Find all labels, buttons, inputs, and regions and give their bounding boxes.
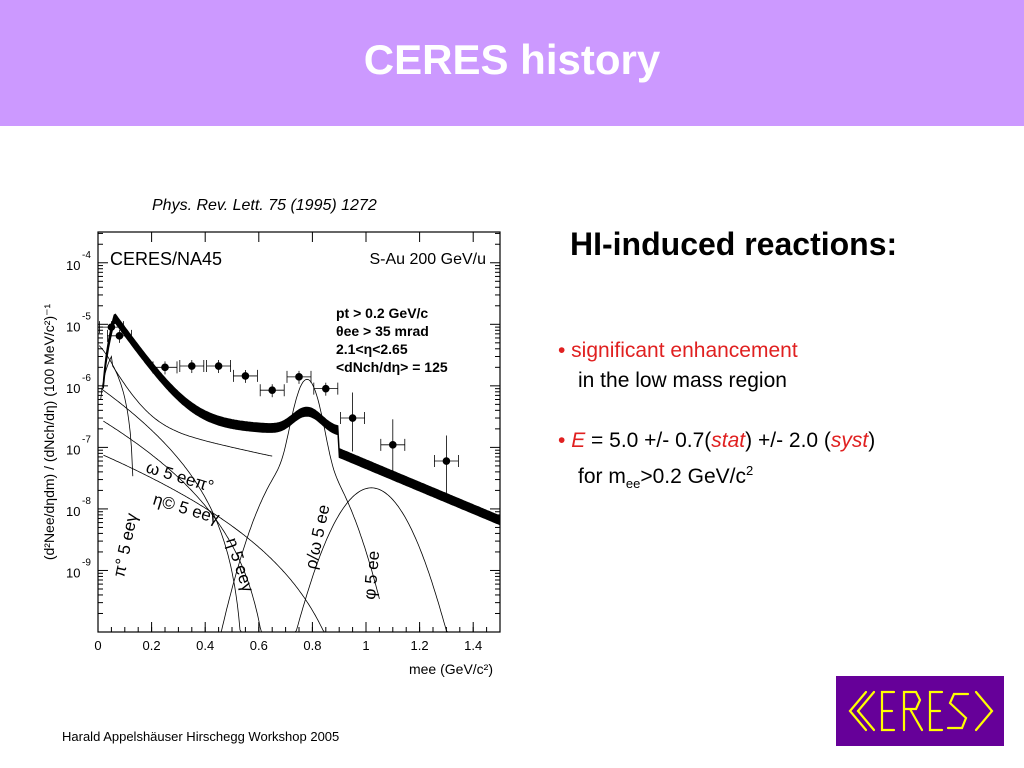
bullet-enhancement: • significant enhancement in the low mas… <box>558 336 798 396</box>
experiment-label: CERES/NA45 <box>110 249 222 269</box>
syst-bracket <box>152 361 178 374</box>
cut-label: pt > 0.2 GeV/c <box>336 305 428 321</box>
x-axis-label: mee (GeV/c²) <box>409 661 493 677</box>
syst-bracket <box>434 455 459 468</box>
syst-label: syst <box>830 429 869 452</box>
mass-cut-text: for m <box>578 465 626 488</box>
data-point <box>161 363 169 372</box>
x-tick-label: 0.4 <box>196 638 214 653</box>
enhancement-symbol: E <box>571 429 586 452</box>
stat-label: stat <box>711 429 746 452</box>
syst-bracket <box>313 382 339 395</box>
syst-bracket <box>107 329 132 342</box>
dilepton-mass-spectrum-chart: 0 0.2 0.4 0.6 0.8 1 1.2 1.410-410-510-610-710-8… <box>38 222 508 680</box>
y-tick-label: 10 <box>66 504 80 519</box>
footer: Harald Appelshäuser Hirschegg Workshop 2… <box>62 729 340 744</box>
systematic-band <box>102 313 501 526</box>
mass-cut-sub: ee <box>625 476 641 492</box>
x-tick-label: 1 <box>362 638 369 653</box>
syst-bracket <box>206 360 231 373</box>
bullet-enhancement-line2: in the low mass region <box>578 369 787 392</box>
cut-label: θee > 35 mrad <box>336 323 429 339</box>
data-point <box>442 457 451 465</box>
x-tick-label: 1.4 <box>464 638 482 653</box>
x-tick-label: 1.2 <box>411 638 429 653</box>
syst-bracket <box>340 412 365 425</box>
data-point <box>107 323 116 331</box>
data-point <box>268 386 276 394</box>
y-tick-exponent: -9 <box>82 557 91 568</box>
cut-label: 2.1<η<2.65 <box>336 341 408 357</box>
ceres-logo <box>836 676 1004 746</box>
omega-dalitz-curve <box>103 420 269 633</box>
rho-omega-curve <box>191 378 380 633</box>
x-tick-label: 0.2 <box>143 638 161 653</box>
system-label: S-Au 200 GeV/u <box>369 251 486 268</box>
section-heading: HI-induced reactions: <box>570 226 898 262</box>
cocktail-annotation: φ 5 ee <box>360 550 383 600</box>
y-tick-label: 10 <box>66 565 80 580</box>
slide-title: CERES history <box>363 36 661 83</box>
y-tick-label: 10 <box>66 319 80 334</box>
closing-paren: ) <box>868 429 876 452</box>
title-banner <box>0 0 1024 126</box>
syst-bracket <box>259 384 285 397</box>
syst-bracket <box>99 321 124 334</box>
cocktail-curve <box>100 355 273 457</box>
phi-curve <box>264 487 479 633</box>
y-tick-exponent: -6 <box>82 373 91 384</box>
data-point <box>241 372 250 380</box>
y-axis-label: (d²Nee/dηdm) / (dNch/dη) (100 MeV/c²)⁻¹ <box>41 303 57 560</box>
y-tick-exponent: -7 <box>82 434 91 445</box>
mass-cut-sup: 2 <box>745 463 754 478</box>
bullet-enhancement-line1: • significant enhancement <box>558 339 798 362</box>
x-tick-label: 0.8 <box>303 638 321 653</box>
data-point <box>295 373 303 381</box>
bullet-enhancement-factor: • E = 5.0 +/- 0.7(stat) +/- 2.0 (syst) f… <box>558 426 875 499</box>
syst-bracket <box>233 369 258 382</box>
syst-bracket <box>286 370 312 383</box>
citation: Phys. Rev. Lett. 75 (1995) 1272 <box>152 197 377 214</box>
data-point <box>214 362 223 370</box>
y-tick-label: 10 <box>66 258 80 273</box>
data-point <box>389 441 397 449</box>
y-tick-exponent: -5 <box>82 311 91 322</box>
eta-dalitz-curve <box>100 388 242 633</box>
syst-value: ) +/- 2.0 ( <box>745 429 831 452</box>
mass-cut-line: for mee>0.2 GeV/c2 <box>558 456 875 499</box>
syst-bracket <box>179 360 205 373</box>
syst-bracket <box>380 438 406 451</box>
data-point <box>348 414 357 422</box>
x-tick-label: 0.6 <box>250 638 268 653</box>
mass-cut-value: >0.2 GeV/c <box>640 465 746 488</box>
y-tick-exponent: -4 <box>82 250 91 261</box>
data-point <box>322 384 330 393</box>
data-point <box>115 332 124 340</box>
x-tick-label: 0 <box>94 638 101 653</box>
cut-label: <dNch/dη> = 125 <box>336 359 448 375</box>
bullet-marker: • <box>558 429 572 452</box>
y-tick-label: 10 <box>66 442 80 457</box>
data-point <box>188 362 196 370</box>
y-tick-exponent: -8 <box>82 496 91 507</box>
enhancement-value: = 5.0 +/- 0.7( <box>585 429 712 452</box>
eta-prime-dalitz-curve <box>103 454 352 633</box>
y-tick-label: 10 <box>66 381 80 396</box>
